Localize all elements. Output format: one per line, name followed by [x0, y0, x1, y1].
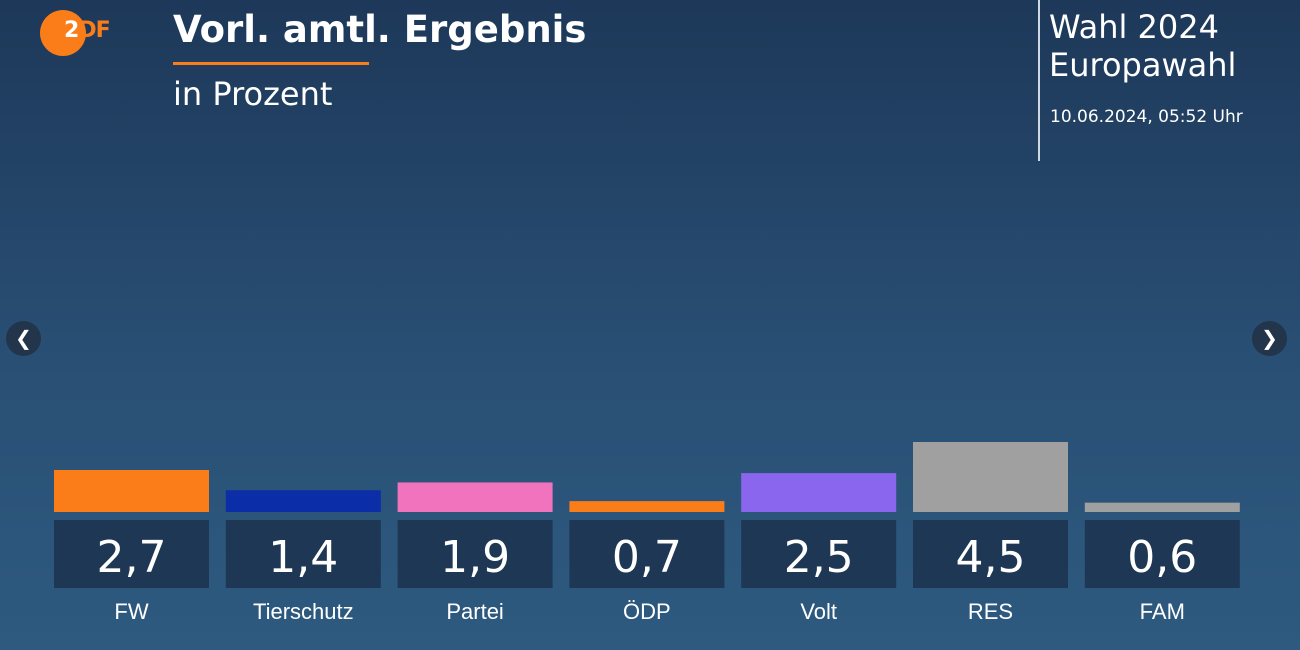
value-label: 2,7 — [97, 532, 167, 583]
bar — [1084, 502, 1240, 512]
category-label: Partei — [446, 599, 503, 624]
value-box — [741, 520, 897, 588]
category-label: RES — [968, 599, 1013, 624]
bar — [397, 482, 553, 512]
zdf-logo: 2DF — [40, 7, 130, 59]
category-label: FW — [114, 599, 148, 624]
prev-button[interactable]: ❮ — [6, 321, 41, 356]
value-label: 0,6 — [1127, 532, 1197, 583]
category-label: Tierschutz — [253, 599, 354, 624]
category-label: Volt — [800, 599, 837, 624]
category-label: ÖDP — [623, 599, 671, 624]
value-label: 1,9 — [440, 532, 510, 583]
next-button[interactable]: ❯ — [1252, 321, 1287, 356]
bar — [569, 501, 725, 512]
timestamp: 10.06.2024, 05:52 Uhr — [1050, 107, 1243, 127]
chart-subtitle: in Prozent — [173, 75, 333, 113]
header-divider — [1038, 0, 1040, 161]
value-box — [397, 520, 553, 588]
value-box — [54, 520, 209, 588]
chevron-left-icon: ❮ — [15, 326, 32, 350]
value-box — [913, 520, 1068, 588]
value-box — [225, 520, 381, 588]
election-year: Wahl 2024 — [1049, 8, 1219, 46]
bar — [741, 473, 897, 512]
value-label: 4,5 — [956, 532, 1026, 583]
chart-title: Vorl. amtl. Ergebnis — [173, 8, 587, 51]
chevron-right-icon: ❯ — [1261, 326, 1278, 350]
value-label: 0,7 — [612, 532, 682, 583]
election-name: Europawahl — [1049, 46, 1237, 84]
value-label: 2,5 — [784, 532, 854, 583]
category-label: FAM — [1140, 599, 1185, 624]
bar — [913, 442, 1068, 512]
bar — [54, 470, 209, 512]
value-box — [569, 520, 725, 588]
value-box — [1084, 520, 1240, 588]
title-underline — [173, 62, 369, 65]
election-info: Wahl 2024 Europawahl — [1049, 8, 1236, 84]
zdf-logo-wordmark: 2DF — [64, 18, 111, 43]
value-label: 1,4 — [268, 532, 338, 583]
zdf-logo-disc — [40, 10, 86, 56]
bar — [225, 490, 381, 512]
